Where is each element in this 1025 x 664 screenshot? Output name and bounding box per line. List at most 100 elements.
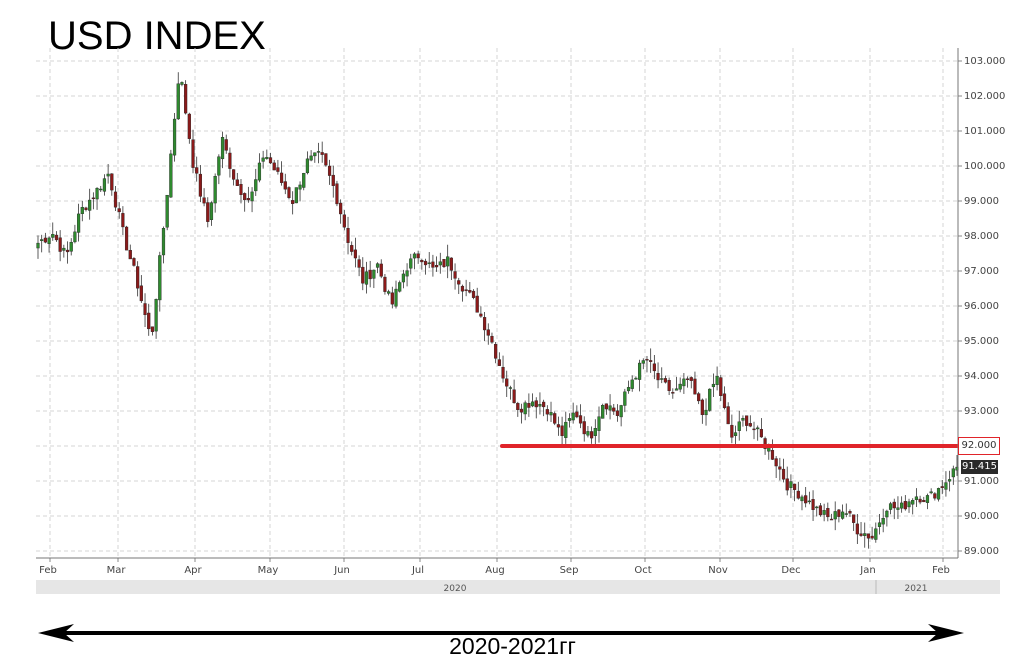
candle-body	[379, 263, 383, 277]
candle-body	[228, 152, 232, 169]
candle-body	[852, 514, 856, 523]
candle-body	[674, 388, 679, 391]
candle-body	[545, 409, 549, 415]
candle-body	[232, 169, 236, 180]
y-tick-label: 96.000	[964, 301, 999, 312]
candle-body	[47, 237, 51, 244]
candle-body	[494, 344, 498, 359]
candle-body	[261, 157, 265, 162]
x-tick-label: May	[258, 565, 279, 576]
candle-body	[948, 479, 952, 482]
candle-body	[497, 359, 501, 366]
candle-body	[224, 139, 228, 151]
candle-body	[73, 231, 77, 243]
candle-body	[195, 167, 199, 174]
period-caption: 2020-2021гг	[449, 633, 576, 659]
candle-body	[375, 263, 380, 268]
candle-body	[567, 418, 572, 421]
candle-body	[36, 242, 40, 249]
candle-body	[774, 458, 778, 467]
candle-body	[527, 403, 531, 408]
candle-body	[505, 378, 509, 387]
candle-body	[387, 291, 391, 294]
candle-body	[689, 377, 693, 381]
candle-body	[575, 411, 579, 418]
candle-body	[209, 202, 214, 220]
candle-body	[911, 500, 915, 505]
candle-body	[512, 389, 516, 404]
candle-body	[767, 447, 771, 452]
candle-body	[888, 503, 893, 510]
candle-body	[324, 153, 328, 166]
candle-body	[246, 198, 250, 201]
candle-body	[361, 266, 365, 284]
candle-body	[398, 282, 402, 292]
candle-body	[128, 250, 132, 260]
candle-body	[172, 118, 177, 156]
candle-body	[313, 152, 317, 157]
candle-body	[789, 481, 793, 488]
candle-body	[132, 258, 136, 266]
candle-body	[623, 391, 627, 406]
candle-body	[590, 431, 594, 439]
y-tick-label: 98.000	[964, 231, 999, 242]
candle-body	[486, 329, 490, 336]
candle-body	[697, 393, 701, 402]
y-tick-label: 101.000	[964, 126, 1005, 137]
candle-body	[833, 511, 837, 520]
candle-body	[298, 184, 302, 190]
candle-body	[715, 375, 719, 385]
y-tick-label: 102.000	[964, 91, 1005, 102]
candle-body	[726, 406, 730, 425]
candle-body	[350, 245, 354, 252]
candle-body	[235, 179, 239, 186]
x-tick-label: Oct	[634, 565, 651, 576]
y-tick-label: 100.000	[964, 161, 1005, 172]
candle-body	[482, 317, 487, 331]
candle-body	[113, 191, 118, 208]
candle-body	[925, 495, 930, 503]
candle-body	[722, 393, 727, 409]
candle-body	[460, 285, 465, 292]
candle-body	[58, 237, 62, 252]
candle-body	[671, 392, 675, 394]
candle-body	[40, 239, 44, 241]
candle-body	[121, 213, 125, 228]
candle-body	[91, 197, 95, 200]
candle-body	[530, 401, 535, 407]
candle-body	[302, 172, 306, 188]
candle-body	[944, 482, 948, 490]
candle-body	[877, 522, 882, 527]
candle-body	[508, 387, 513, 389]
y-tick-label: 94.000	[964, 371, 999, 382]
candle-body	[881, 518, 885, 525]
candle-body	[412, 253, 417, 259]
candle-body	[43, 237, 47, 243]
candle-body	[320, 152, 324, 155]
candle-body	[807, 500, 811, 503]
candle-body	[844, 513, 848, 515]
candle-body	[730, 424, 734, 438]
candle-body	[80, 207, 84, 214]
candle-body	[294, 187, 298, 204]
candle-body	[645, 359, 649, 361]
candle-body	[309, 155, 313, 161]
y-tick-label: 99.000	[964, 196, 999, 207]
candle-body	[139, 285, 143, 302]
candle-body	[394, 288, 398, 307]
candle-body	[401, 273, 405, 283]
candle-body	[763, 438, 767, 449]
candle-body	[630, 379, 634, 389]
candle-body	[372, 269, 376, 279]
candle-body	[874, 528, 878, 540]
x-tick-label: Jul	[411, 565, 424, 576]
x-tick-label: Mar	[107, 565, 127, 576]
candle-body	[423, 260, 428, 266]
x-tick-label: Nov	[708, 565, 728, 576]
candle-body	[756, 427, 760, 430]
candle-body	[95, 187, 99, 200]
candle-body	[900, 502, 904, 509]
candle-body	[818, 505, 823, 516]
candle-body	[837, 509, 841, 517]
candle-body	[534, 400, 538, 408]
